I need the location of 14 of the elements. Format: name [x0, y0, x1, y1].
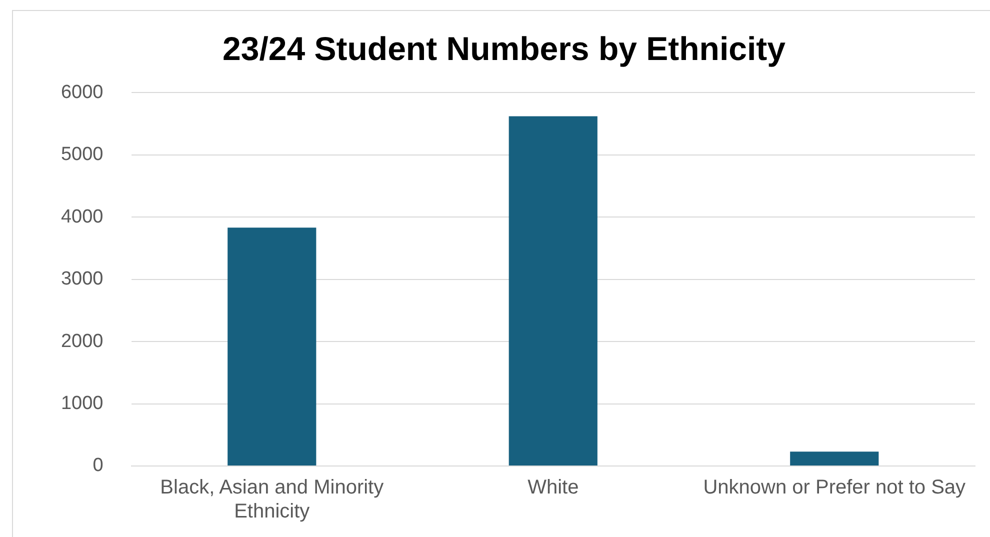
- y-tick-label: 1000: [60, 393, 104, 414]
- bar: [508, 116, 598, 466]
- x-tick-label: Black, Asian and Minority Ethnicity: [160, 476, 384, 523]
- x-tick-label: Unknown or Prefer not to Say: [703, 476, 966, 499]
- bar: [790, 452, 879, 466]
- y-tick-label: 2000: [60, 330, 104, 352]
- y-tick-label: 6000: [60, 82, 104, 103]
- y-tick-label: 4000: [60, 206, 104, 228]
- y-tick-label: 3000: [60, 268, 104, 290]
- chart-title: 23/24 Student Numbers by Ethnicity: [222, 30, 786, 67]
- y-tick-label: 0: [92, 455, 104, 476]
- bar: [228, 228, 316, 466]
- y-tick-label: 5000: [60, 144, 104, 166]
- x-tick-label: White: [528, 476, 579, 499]
